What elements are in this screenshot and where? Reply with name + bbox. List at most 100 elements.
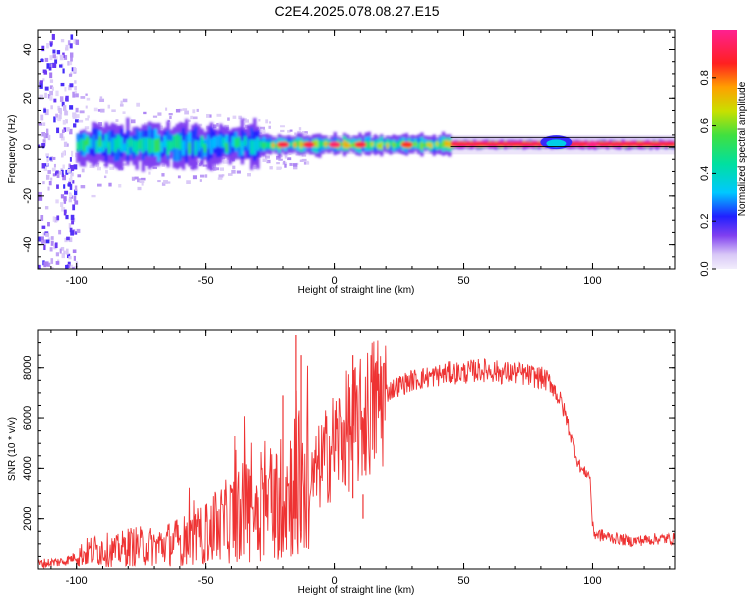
spectrogram-cell <box>51 267 54 269</box>
spectrogram-cell <box>96 183 102 187</box>
spectrogram-cell <box>386 142 390 149</box>
spectrogram-cell <box>45 128 49 134</box>
spectrogram-cell <box>120 137 124 152</box>
spectrogram-cell <box>89 164 95 168</box>
spectrogram-cell <box>191 138 195 153</box>
spectrogram-cell <box>209 114 212 118</box>
spectrogram-cell <box>80 185 86 189</box>
spectrogram-cell <box>41 45 45 52</box>
spectrogram-cell <box>107 104 111 109</box>
spectrogram-cell <box>69 61 73 66</box>
spectrogram-cell <box>139 179 145 184</box>
spectrogram-cell <box>198 123 203 126</box>
spectrogram-cell <box>42 139 46 145</box>
spectrogram-cell <box>51 33 55 40</box>
spectrogram-cell <box>60 246 65 251</box>
spectrogram-cell <box>66 248 69 255</box>
spectrogram-cell <box>129 137 133 148</box>
spectrogram-cell <box>165 181 171 184</box>
spectrogram-cell <box>75 107 79 113</box>
spectrogram-cell <box>56 184 59 189</box>
spectrogram-cell <box>265 155 270 159</box>
spectrogram-cell <box>99 98 105 103</box>
spectrogram-cell <box>175 134 180 149</box>
spectrogram-cell <box>223 160 228 164</box>
spectrogram-cell <box>45 261 49 266</box>
spectrogram-cell <box>52 216 55 222</box>
spectrogram-cell <box>50 63 54 68</box>
spectrogram-cell <box>111 109 116 113</box>
spectrogram-cell <box>259 128 263 133</box>
spectrogram-cell <box>123 143 127 153</box>
spectrogram-cell <box>54 216 58 223</box>
spectrogram-cell <box>267 160 270 164</box>
spectrogram-peak <box>277 141 289 148</box>
spectrogram-peak <box>400 141 413 148</box>
spectrogram-cell <box>61 152 64 158</box>
spectrogram-cell <box>376 143 381 149</box>
spectrogram-cell <box>213 124 217 129</box>
spectrogram-cell <box>100 108 105 113</box>
spectrogram-cell <box>59 96 64 102</box>
spectrogram-cell <box>95 140 99 153</box>
spectrogram-cell <box>95 162 100 167</box>
spectrogram-cell <box>367 141 371 149</box>
spectrogram-cell <box>113 138 118 153</box>
x-tick-label: -50 <box>198 575 214 587</box>
spectrogram-cell <box>75 119 79 123</box>
spectrogram-cell <box>122 111 126 114</box>
spectrogram-cell <box>85 93 88 96</box>
spectrogram-cell <box>69 195 74 199</box>
spectrogram-cell <box>284 155 288 159</box>
spectrogram-cell <box>87 115 90 119</box>
spectrogram-cell <box>150 138 155 153</box>
spectrogram-cell <box>75 93 79 98</box>
spectrogram-cell <box>253 139 257 155</box>
spectrogram-cell <box>41 225 46 229</box>
figure-title: C2E4.2025.078.08.27.E15 <box>274 3 439 19</box>
spectrogram-cell <box>55 90 59 97</box>
spectrogram-cell <box>60 82 65 87</box>
spectrogram-cell <box>110 137 115 152</box>
spectrogram-cell <box>177 175 181 179</box>
spectrogram-cell <box>89 138 93 149</box>
spectrogram-cell <box>59 109 62 115</box>
spectrogram-cell <box>423 142 427 148</box>
spectrogram-cell <box>64 190 69 195</box>
spectrogram-cell <box>72 249 77 254</box>
spectrogram-cell <box>99 96 103 100</box>
spectrogram-cell <box>65 44 69 49</box>
spectrogram-cell <box>202 164 208 167</box>
spectrogram-cell <box>169 140 173 150</box>
spectrogram-cell <box>152 115 158 118</box>
spectrogram-cell <box>49 96 53 101</box>
spectrogram-cell <box>289 162 293 166</box>
spectrogram-cell <box>283 160 286 165</box>
spectrogram-cell <box>47 221 50 227</box>
spectrogram-cell <box>104 133 108 149</box>
colorbar-tick-label: 0.2 <box>699 214 711 229</box>
snr-y-ticks: 2000 4000 6000 8000 <box>22 329 675 570</box>
spectrogram-cell <box>432 141 436 149</box>
spectrogram-cell <box>198 164 202 167</box>
spectrogram-cell <box>154 139 158 153</box>
snr-x-ticks: -100 -50 0 50 100 <box>50 330 671 587</box>
colorbar: 0.0 0.2 0.4 0.6 0.8 Normalized spectral ampl… <box>699 30 748 277</box>
spectrogram-cell <box>50 105 53 110</box>
spectrogram-cell <box>76 114 80 119</box>
spectrogram-cell <box>48 67 52 71</box>
y-tick-label: 6000 <box>22 406 34 430</box>
spectrogram-cell <box>224 124 229 128</box>
spectrogram-cell <box>141 137 146 153</box>
spectrogram-cell <box>38 122 43 126</box>
spectrogram-cell <box>73 195 77 201</box>
spectrogram-cell <box>55 252 60 257</box>
spectrogram-cell <box>219 167 225 171</box>
spectrogram-cell <box>60 194 65 199</box>
spectrogram-cell <box>74 86 77 91</box>
spectrogram-cell <box>287 129 291 133</box>
spectrogram-cell <box>225 142 229 153</box>
spectrogram-cell <box>131 177 135 181</box>
spectrogram-cell <box>136 102 141 107</box>
colorbar-tick-label: 0.8 <box>699 70 711 85</box>
